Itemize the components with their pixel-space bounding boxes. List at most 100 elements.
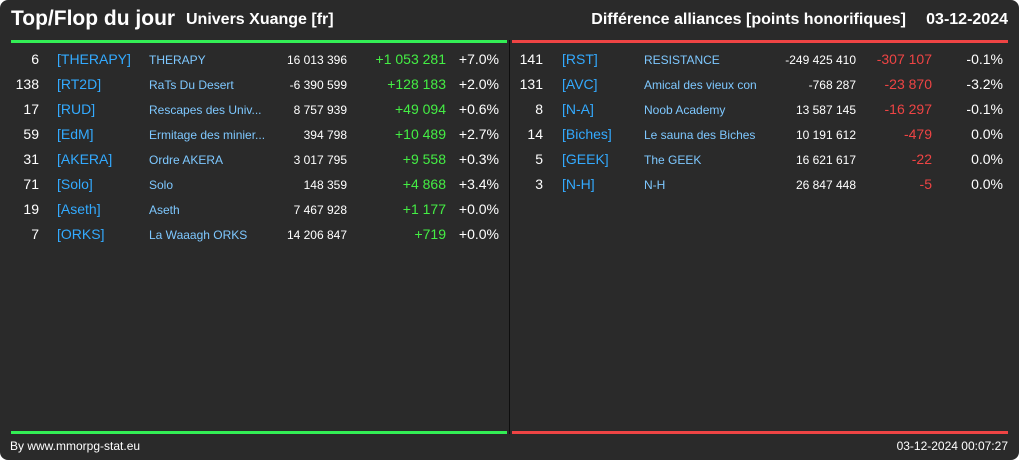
- alliance-name-link[interactable]: Noob Academy: [644, 103, 726, 117]
- top-losers-list: 141 [RST] RESISTANCE -249 425 410 -307 107 -0…: [510, 48, 1019, 198]
- alliance-points: 8 757 939: [293, 103, 347, 117]
- alliance-name-link[interactable]: THERAPY: [149, 53, 206, 67]
- alliance-name-link[interactable]: Amical des vieux con: [644, 78, 757, 92]
- percent-change: +3.4%: [458, 176, 499, 192]
- alliance-row: 141 [RST] RESISTANCE -249 425 410 -307 107 -0…: [510, 48, 1019, 73]
- alliance-row: 5 [GEEK] The GEEK 16 621 617 -22 0.0%: [510, 148, 1019, 173]
- alliance-points: 16 621 617: [795, 153, 856, 167]
- alliance-row: 59 [EdM] Ermitage des minier... 394 798 +10 …: [0, 123, 509, 148]
- alliance-row: 17 [RUD] Rescapes des Univ... 8 757 939 +49 …: [0, 98, 509, 123]
- alliance-points: 14 206 847: [286, 228, 347, 242]
- alliance-tag-link[interactable]: [THERAPY]: [57, 51, 131, 67]
- alliance-name-link[interactable]: Aseth: [149, 203, 180, 217]
- alliance-rank: 19: [23, 201, 39, 217]
- alliance-tag-link[interactable]: [N-A]: [562, 101, 594, 117]
- points-change: +1 053 281: [375, 51, 446, 67]
- alliance-tag-link[interactable]: [ORKS]: [57, 226, 105, 242]
- points-change: +4 868: [402, 176, 446, 192]
- points-change: -22: [911, 151, 932, 167]
- alliance-name-link[interactable]: Solo: [149, 178, 174, 192]
- alliance-name-link[interactable]: Ermitage des minier...: [149, 128, 266, 142]
- alliance-name-link[interactable]: The GEEK: [644, 153, 702, 167]
- column-divider: [509, 40, 510, 434]
- alliance-points: 13 587 145: [795, 103, 856, 117]
- percent-change: +7.0%: [458, 51, 499, 67]
- alliance-name-link[interactable]: RESISTANCE: [644, 53, 720, 67]
- alliance-tag-link[interactable]: [RUD]: [57, 101, 96, 117]
- percent-change: +0.0%: [458, 201, 499, 217]
- alliance-rank: 8: [535, 101, 543, 117]
- alliance-tag-link[interactable]: [GEEK]: [562, 151, 609, 167]
- points-change: -5: [919, 176, 932, 192]
- alliance-points: 26 847 448: [795, 178, 856, 192]
- generated-timestamp: 03-12-2024 00:07:27: [896, 439, 1008, 453]
- alliance-points: 7 467 928: [293, 203, 347, 217]
- alliance-tag-link[interactable]: [RST]: [562, 51, 598, 67]
- percent-change: +2.0%: [458, 76, 499, 92]
- alliance-points: 10 191 612: [795, 128, 856, 142]
- flop-accent-bar: [512, 40, 1008, 43]
- universe-label: Univers Xuange [fr]: [186, 11, 334, 28]
- alliance-rank: 14: [527, 126, 543, 142]
- percent-change: +0.6%: [458, 101, 499, 117]
- site-credit: By www.mmorpg-stat.eu: [10, 439, 141, 453]
- alliance-name-link[interactable]: N-H: [644, 178, 666, 192]
- points-change: +1 177: [402, 201, 446, 217]
- percent-change: +0.3%: [458, 151, 499, 167]
- alliance-tag-link[interactable]: [Aseth]: [57, 201, 101, 217]
- alliance-name-link[interactable]: Rescapes des Univ...: [149, 103, 262, 117]
- percent-change: 0.0%: [971, 176, 1003, 192]
- percent-change: -0.1%: [966, 51, 1003, 67]
- alliance-points: 394 798: [303, 128, 347, 142]
- percent-change: +2.7%: [458, 126, 499, 142]
- percent-change: 0.0%: [971, 151, 1003, 167]
- alliance-name-link[interactable]: Le sauna des Biches: [644, 128, 756, 142]
- percent-change: -3.2%: [966, 76, 1003, 92]
- alliance-tag-link[interactable]: [RT2D]: [57, 76, 102, 92]
- alliance-points: 148 359: [303, 178, 347, 192]
- alliance-rank: 59: [23, 126, 39, 142]
- alliance-row: 131 [AVC] Amical des vieux con -768 287 -23 …: [510, 73, 1019, 98]
- points-change: -479: [903, 126, 932, 142]
- alliance-points: -768 287: [808, 78, 856, 92]
- flop-bottom-bar: [512, 431, 1008, 434]
- alliance-row: 7 [ORKS] La Waaagh ORKS 14 206 847 +719 +0.0%: [0, 223, 509, 248]
- alliance-rank: 138: [15, 76, 39, 92]
- alliance-rank: 7: [31, 226, 39, 242]
- points-change: +10 489: [395, 126, 446, 142]
- header-date: 03-12-2024: [926, 11, 1008, 28]
- alliance-points: 3 017 795: [293, 153, 347, 167]
- alliance-points: 16 013 396: [286, 53, 347, 67]
- top-gainers-list: 6 [THERAPY] THERAPY 16 013 396 +1 053 281 +7.…: [0, 48, 509, 248]
- alliance-row: 14 [Biches] Le sauna des Biches 10 191 612 -…: [510, 123, 1019, 148]
- alliance-tag-link[interactable]: [EdM]: [57, 126, 94, 142]
- alliance-rank: 6: [31, 51, 39, 67]
- ranking-type-label: Différence alliances [points honorifique…: [591, 11, 906, 28]
- alliance-name-link[interactable]: Ordre AKERA: [149, 153, 224, 167]
- points-change: +128 183: [387, 76, 446, 92]
- alliance-rank: 71: [23, 176, 39, 192]
- alliance-row: 8 [N-A] Noob Academy 13 587 145 -16 297 -0.1%: [510, 98, 1019, 123]
- alliance-row: 138 [RT2D] RaTs Du Desert -6 390 599 +128 18…: [0, 73, 509, 98]
- alliance-row: 31 [AKERA] Ordre AKERA 3 017 795 +9 558 +0.3%: [0, 148, 509, 173]
- alliance-tag-link[interactable]: [AKERA]: [57, 151, 113, 167]
- alliance-name-link[interactable]: La Waaagh ORKS: [149, 228, 248, 242]
- points-change: -23 870: [884, 76, 932, 92]
- alliance-points: -6 390 599: [289, 78, 347, 92]
- points-change: +49 094: [395, 101, 446, 117]
- alliance-tag-link[interactable]: [AVC]: [562, 76, 598, 92]
- top-accent-bar: [11, 40, 507, 43]
- alliance-tag-link[interactable]: [Solo]: [57, 176, 93, 192]
- points-change: -307 107: [876, 51, 932, 67]
- points-change: -16 297: [884, 101, 932, 117]
- alliance-rank: 17: [23, 101, 39, 117]
- alliance-name-link[interactable]: RaTs Du Desert: [149, 78, 234, 92]
- alliance-tag-link[interactable]: [N-H]: [562, 176, 595, 192]
- percent-change: +0.0%: [458, 226, 499, 242]
- alliance-row: 6 [THERAPY] THERAPY 16 013 396 +1 053 281 +7.…: [0, 48, 509, 73]
- points-change: +9 558: [402, 151, 446, 167]
- alliance-row: 3 [N-H] N-H 26 847 448 -5 0.0%: [510, 173, 1019, 198]
- alliance-tag-link[interactable]: [Biches]: [562, 126, 612, 142]
- points-change: +719: [414, 226, 446, 242]
